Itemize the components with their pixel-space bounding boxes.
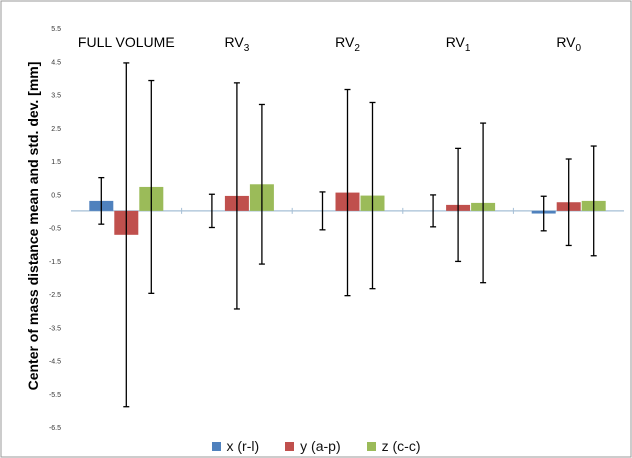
y-tick-label: 1.5 [51, 159, 61, 166]
legend-swatch [285, 441, 295, 451]
legend-label: x (r-l) [226, 438, 260, 454]
y-tick-label: 3.5 [51, 93, 61, 100]
category-label: RV1 [446, 34, 471, 54]
y-tick-label: -4.5 [49, 359, 61, 366]
y-tick-label: 5.5 [51, 26, 61, 33]
y-tick-label: 4.5 [51, 59, 61, 66]
category-label: RV0 [556, 34, 581, 54]
legend-swatch [211, 441, 221, 451]
y-tick-label: 0.5 [51, 192, 61, 199]
y-tick-label: -6.5 [49, 425, 61, 432]
y-tick-label: -2.5 [49, 292, 61, 299]
legend-item: y (a-p) [285, 438, 341, 454]
legend-label: y (a-p) [300, 438, 341, 454]
y-tick-label: -1.5 [49, 259, 61, 266]
y-tick-label: -0.5 [49, 226, 61, 233]
y-tick-label: -3.5 [49, 325, 61, 332]
y-tick-label: 2.5 [51, 126, 61, 133]
y-tick-label: -5.5 [49, 392, 61, 399]
legend-item: z (c-c) [366, 438, 421, 454]
plot-area: 5.5 4.5 3.5 2.5 1.5 0.5 -0.5 -1.5 -2.5 -3.5 -4.5 -5… [49, 26, 624, 432]
category-label: RV3 [225, 34, 250, 54]
legend-item: x (r-l) [211, 438, 260, 454]
legend-swatch [366, 441, 376, 451]
legend-label: z (c-c) [381, 438, 421, 454]
y-axis-title: Center of mass distance mean and std. de… [25, 62, 41, 391]
category-label: FULL VOLUME [78, 34, 175, 50]
category-label: RV2 [335, 34, 360, 54]
legend: x (r-l) y (a-p) z (c-c) [0, 436, 632, 456]
